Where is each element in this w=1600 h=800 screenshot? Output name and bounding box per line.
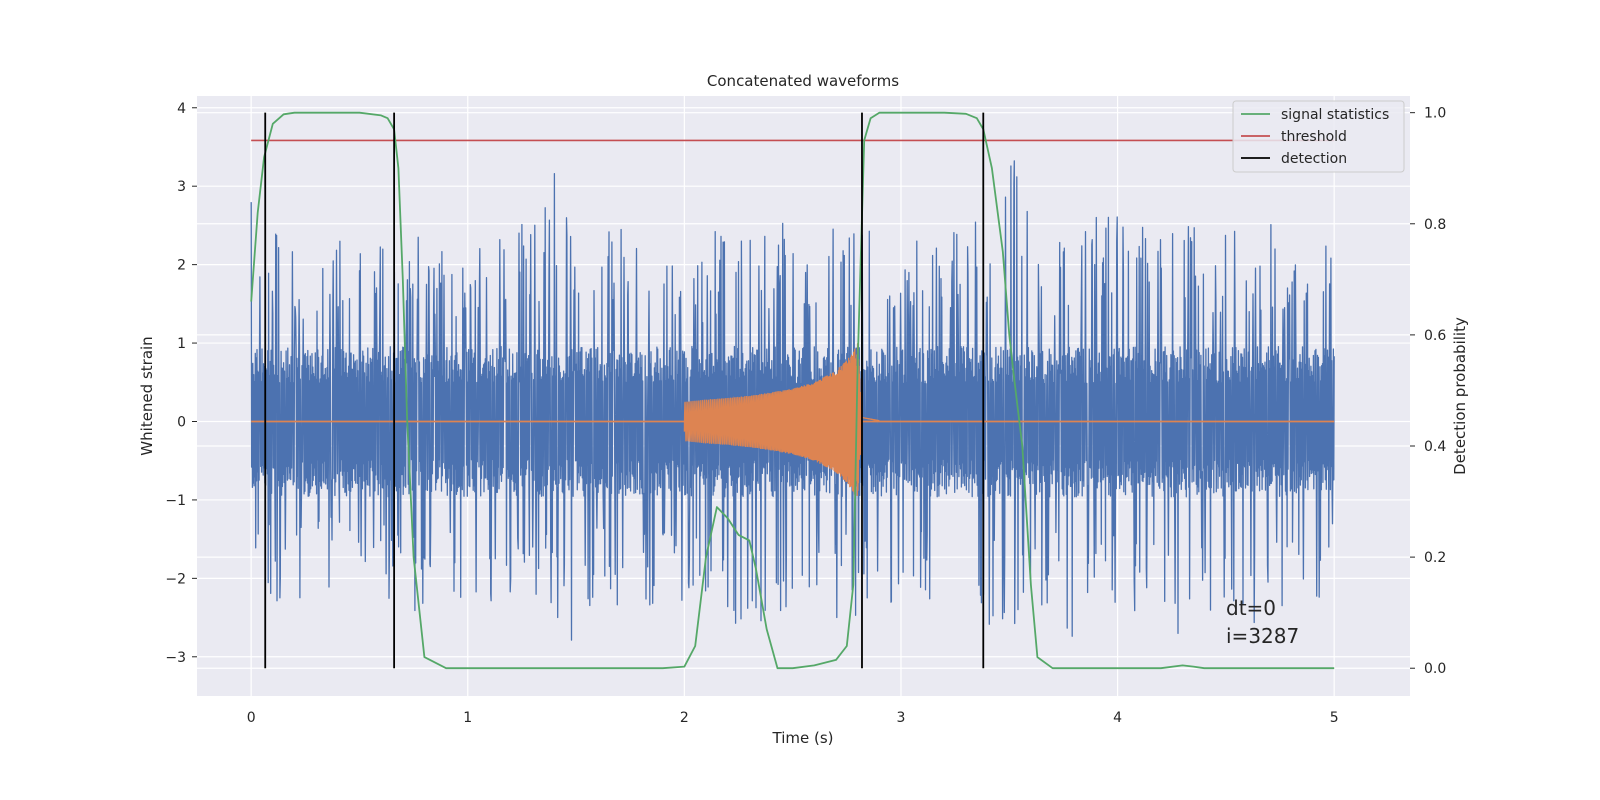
y2-axis-label: Detection probability xyxy=(1451,317,1469,475)
y2-tick-label: 0.8 xyxy=(1424,217,1446,233)
y-axis-label: Whitened strain xyxy=(138,336,156,455)
y2-tick-label: 0.2 xyxy=(1424,550,1446,566)
y-tick-label: 2 xyxy=(177,258,186,274)
x-tick-label: 3 xyxy=(897,710,906,726)
chart-title: Concatenated waveforms xyxy=(707,72,899,90)
y-tick-label: −1 xyxy=(165,493,186,509)
x-axis-ticks: 0 1 2 3 4 5 xyxy=(247,710,1339,726)
signal-statistics-line xyxy=(250,111,1335,670)
x-tick-label: 5 xyxy=(1330,710,1339,726)
annotation-index: i=3287 xyxy=(1226,624,1299,648)
x-tick-label: 1 xyxy=(463,710,472,726)
y-tick-label: 4 xyxy=(177,101,186,117)
template-chirp xyxy=(683,343,880,496)
template-series xyxy=(251,343,1335,496)
legend-label-signal-statistics: signal statistics xyxy=(1281,107,1389,123)
y2-tick-label: 1.0 xyxy=(1424,106,1446,122)
y2-tick-label: 0.6 xyxy=(1424,328,1446,344)
y2-tick-label: 0.0 xyxy=(1424,661,1446,677)
y2-tick-label: 0.4 xyxy=(1424,439,1446,455)
annotation-dt: dt=0 xyxy=(1226,596,1276,620)
x-tick-label: 0 xyxy=(247,710,256,726)
strain-series xyxy=(250,160,1335,641)
legend-label-threshold: threshold xyxy=(1281,129,1347,145)
signal-statistics-series xyxy=(250,111,1335,670)
x-tick-label: 2 xyxy=(680,710,689,726)
y-tick-label: −3 xyxy=(165,650,186,666)
legend-label-detection: detection xyxy=(1281,151,1347,167)
detection-series xyxy=(264,112,985,669)
y-axis-ticks: −3 −2 −1 0 1 2 3 4 xyxy=(165,101,197,666)
y-tick-label: 0 xyxy=(177,414,186,430)
legend-box xyxy=(1232,100,1405,173)
y-tick-label: 3 xyxy=(177,179,186,195)
x-tick-label: 4 xyxy=(1113,710,1122,726)
x-axis-label: Time (s) xyxy=(772,729,834,747)
y2-axis-ticks: 0.0 0.2 0.4 0.6 0.8 1.0 xyxy=(1410,106,1446,677)
y-tick-label: −2 xyxy=(165,571,186,587)
legend: signal statistics threshold detection xyxy=(1232,100,1405,173)
y-tick-label: 1 xyxy=(177,336,186,352)
strain-line xyxy=(250,160,1335,641)
